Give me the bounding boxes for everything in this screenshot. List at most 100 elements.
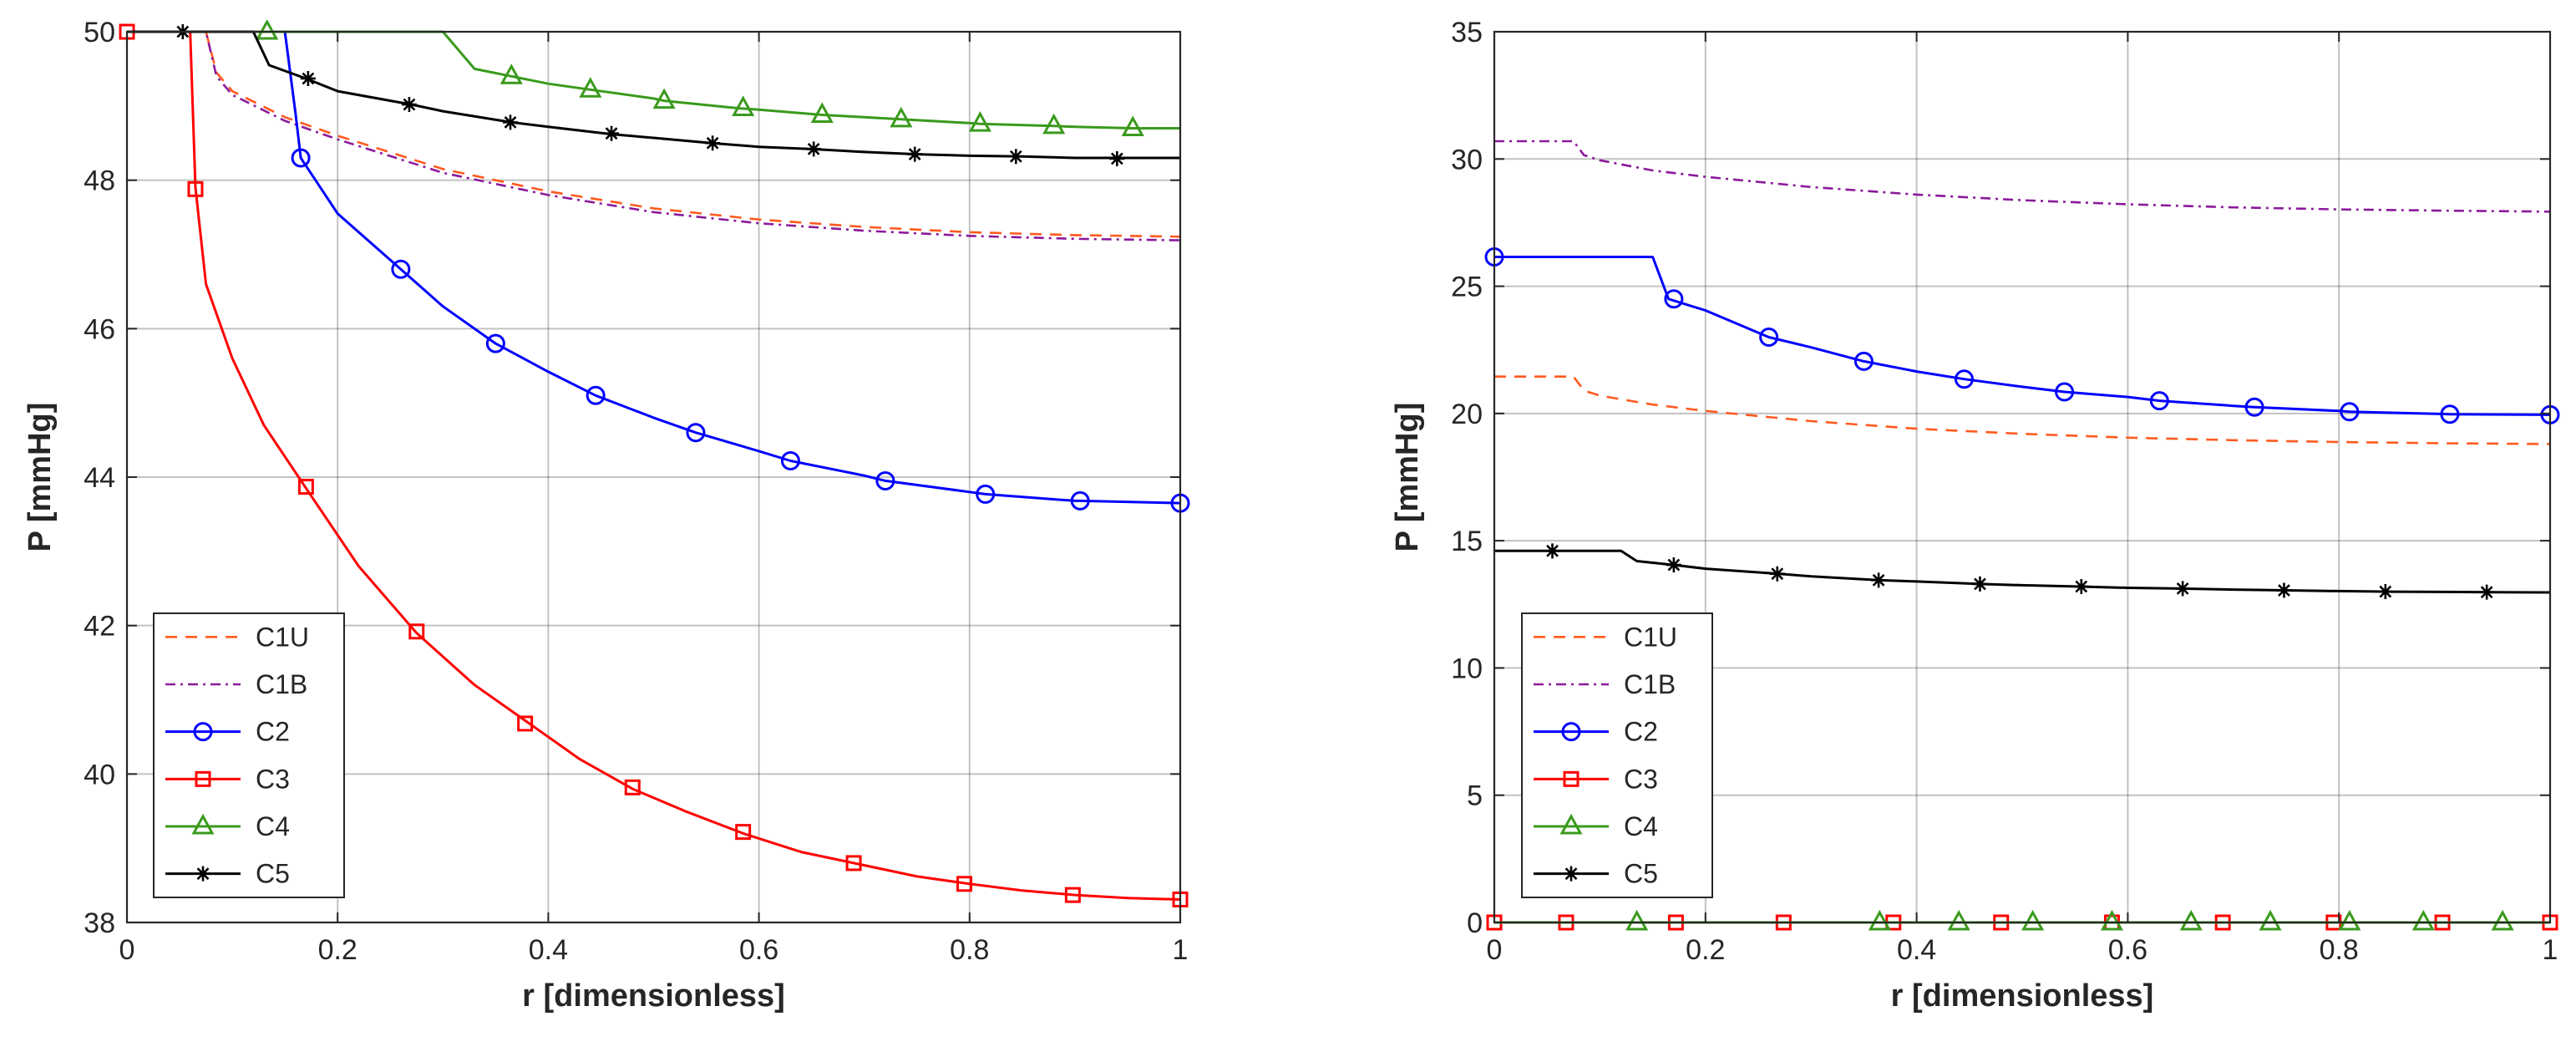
series-line-c3	[127, 30, 1181, 901]
y-tick-label: 5	[1467, 780, 1483, 812]
data-point-c3	[735, 824, 752, 841]
legend-label: C5	[1624, 859, 1658, 889]
data-point-c4	[256, 20, 279, 40]
data-point-c2	[391, 259, 411, 279]
data-point-c2	[2340, 402, 2360, 422]
series-c1u	[127, 30, 1181, 238]
x-tick-label: 0	[119, 934, 135, 966]
data-point-c4	[2411, 909, 2435, 931]
data-point-c4	[968, 111, 991, 132]
x-tick-label: 0.4	[1897, 934, 1936, 966]
data-point-c4	[1042, 113, 1066, 135]
x-axis-label: r [dimensionless]	[522, 978, 785, 1014]
legend-label: C5	[256, 859, 290, 889]
x-tick-label: 0.6	[2108, 934, 2148, 966]
y-tick-label: 30	[1451, 144, 1483, 175]
data-point-c2	[780, 450, 800, 470]
series-line-c5	[127, 30, 1180, 160]
data-point-c2	[485, 333, 505, 353]
data-point-c3	[624, 779, 641, 795]
data-point-c5	[401, 97, 417, 113]
y-tick-label: 38	[84, 907, 115, 939]
x-tick-label: 0.4	[529, 934, 568, 966]
legend-marker-c2	[1561, 722, 1581, 742]
data-point-c4	[810, 102, 834, 123]
data-point-c5	[2377, 584, 2393, 600]
legend-marker-c4	[1559, 813, 1583, 835]
y-tick-label: 48	[84, 165, 115, 197]
data-point-c3	[408, 623, 425, 640]
data-point-c5	[604, 125, 620, 141]
y-tick-label: 15	[1451, 526, 1483, 557]
legend-marker-c4	[191, 813, 215, 835]
legend-label: C1B	[1624, 669, 1676, 699]
data-point-c4	[2179, 909, 2203, 931]
data-point-c4	[499, 64, 523, 84]
legend-marker-c5	[1564, 866, 1579, 882]
data-point-c4	[2021, 909, 2045, 931]
y-axis-label: P [mmHg]	[23, 403, 58, 552]
y-tick-label: 40	[84, 759, 115, 790]
data-point-c2	[586, 385, 606, 405]
data-point-c5	[907, 146, 923, 162]
x-tick-label: 0.6	[739, 934, 778, 966]
x-tick-label: 0.8	[950, 934, 989, 966]
y-tick-label: 0	[1467, 907, 1483, 939]
legend-label: C3	[256, 764, 290, 794]
data-point-c2	[1664, 289, 1684, 309]
axes-box	[1493, 30, 2552, 924]
series-c1b	[127, 30, 1181, 241]
data-point-c4	[2338, 909, 2361, 931]
data-point-c4	[2259, 909, 2282, 931]
data-point-c4	[1947, 909, 1970, 931]
y-axis-label: P [mmHg]	[1390, 403, 1425, 552]
series-c4	[127, 20, 1180, 136]
legend-marker-c5	[195, 866, 210, 882]
data-point-c3	[517, 715, 534, 732]
y-tick-label: 25	[1451, 272, 1483, 303]
data-point-c5	[1666, 557, 1681, 573]
data-point-c2	[291, 148, 311, 168]
data-point-c4	[2491, 909, 2514, 931]
x-tick-label: 0	[1487, 934, 1503, 966]
data-point-c5	[2175, 581, 2191, 597]
data-point-c2	[1853, 351, 1874, 371]
legend-label: C3	[1624, 764, 1658, 794]
y-tick-label: 44	[84, 462, 115, 494]
series-c2	[127, 30, 1190, 513]
data-point-c2	[976, 484, 996, 504]
data-point-c4	[1121, 115, 1144, 136]
legend-box	[1521, 612, 1713, 898]
data-point-c2	[875, 470, 895, 490]
data-point-c5	[705, 135, 721, 151]
series-line-c1b	[1494, 140, 2551, 213]
data-point-c5	[1972, 576, 1988, 592]
y-tick-label: 35	[1451, 17, 1483, 48]
y-tick-label: 20	[1451, 399, 1483, 430]
data-point-c5	[2479, 584, 2495, 600]
legend-label: C4	[1624, 811, 1658, 841]
legend: C1U C1B C2 C3 C4 C5	[153, 612, 345, 898]
data-point-c5	[1769, 566, 1785, 582]
data-point-c4	[1868, 909, 1891, 931]
y-tick-label: 46	[84, 313, 115, 345]
data-point-c2	[1759, 327, 1779, 347]
data-point-c2	[2244, 397, 2264, 417]
data-point-c2	[1070, 490, 1090, 511]
data-point-c4	[652, 88, 676, 109]
y-tick-label: 10	[1451, 653, 1483, 684]
data-point-c5	[2073, 578, 2089, 594]
legend-marker-c3	[1563, 770, 1580, 787]
x-tick-label: 0.2	[1686, 934, 1725, 966]
series-line-c2	[127, 30, 1181, 505]
data-point-c5	[2276, 582, 2292, 598]
legend-box	[153, 612, 345, 898]
data-point-c4	[890, 106, 913, 128]
legend-label: C1U	[256, 622, 309, 652]
data-point-c5	[806, 141, 822, 157]
series-line-c1b	[127, 30, 1181, 241]
series-c5	[1494, 543, 2551, 600]
data-point-c2	[2055, 382, 2075, 402]
